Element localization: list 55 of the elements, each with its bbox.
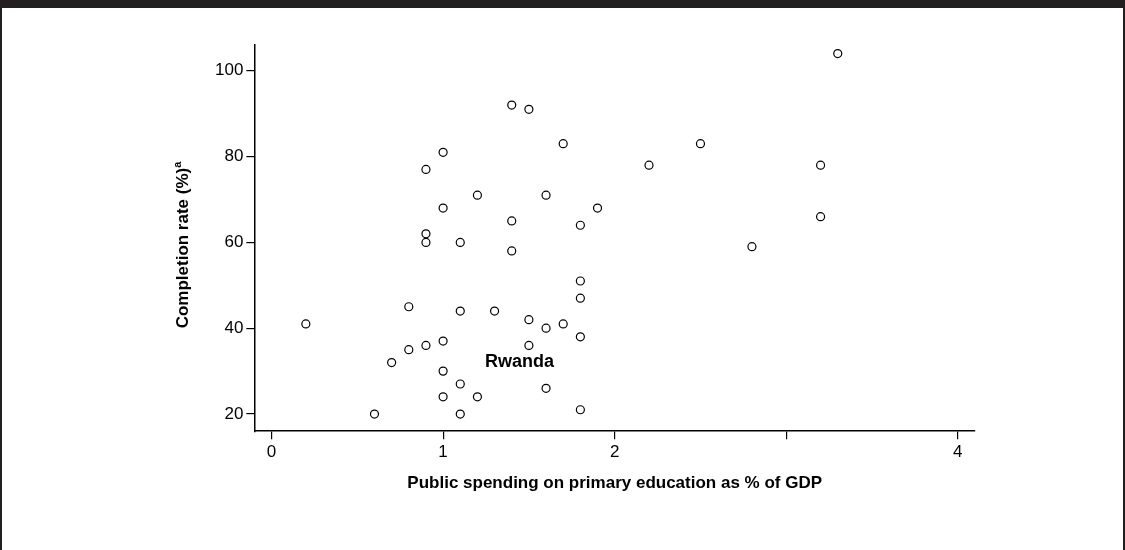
point bbox=[507, 100, 517, 110]
point bbox=[489, 306, 500, 316]
y-tick-label: 40 bbox=[224, 317, 244, 337]
point bbox=[455, 409, 465, 419]
point bbox=[438, 147, 448, 157]
point bbox=[507, 246, 517, 256]
point bbox=[575, 276, 585, 286]
point bbox=[524, 315, 534, 325]
point bbox=[438, 366, 448, 376]
point bbox=[507, 216, 517, 226]
point bbox=[644, 160, 654, 170]
point bbox=[421, 340, 431, 350]
x-tick-label: 1 bbox=[438, 442, 448, 462]
point bbox=[541, 323, 551, 333]
y-tick-label: 100 bbox=[214, 60, 244, 80]
point bbox=[421, 229, 431, 239]
point bbox=[575, 293, 585, 303]
point bbox=[815, 160, 826, 170]
x-tick-label: 0 bbox=[266, 442, 277, 462]
point bbox=[833, 48, 843, 59]
x-tick-label: 4 bbox=[953, 442, 963, 462]
point bbox=[472, 392, 483, 402]
point bbox=[438, 392, 448, 402]
point bbox=[421, 164, 431, 175]
x-tick-label: 2 bbox=[609, 442, 620, 462]
point bbox=[438, 203, 448, 213]
point bbox=[455, 237, 465, 247]
point bbox=[558, 139, 568, 149]
point bbox=[747, 242, 757, 252]
point bbox=[438, 336, 448, 346]
point bbox=[524, 104, 534, 114]
point bbox=[301, 319, 311, 329]
point bbox=[575, 332, 585, 342]
point bbox=[369, 409, 380, 419]
point bbox=[472, 190, 483, 200]
point bbox=[404, 302, 414, 312]
point bbox=[455, 379, 465, 389]
point bbox=[575, 220, 585, 230]
point bbox=[541, 383, 551, 393]
x-axis-title: Public spending on primary education as % of GDP bbox=[407, 473, 823, 493]
annotation: Rwanda bbox=[485, 350, 556, 371]
point bbox=[524, 340, 534, 350]
point bbox=[815, 212, 826, 222]
point bbox=[541, 190, 551, 200]
point bbox=[421, 237, 431, 247]
point bbox=[387, 357, 397, 368]
y-tick-label: 20 bbox=[224, 403, 244, 423]
point bbox=[592, 203, 603, 213]
point bbox=[695, 139, 706, 149]
y-tick-label: 60 bbox=[224, 232, 244, 252]
y-tick-label: 80 bbox=[224, 146, 244, 166]
point bbox=[404, 345, 414, 355]
point bbox=[575, 405, 585, 415]
point bbox=[558, 319, 568, 329]
point bbox=[455, 306, 465, 316]
